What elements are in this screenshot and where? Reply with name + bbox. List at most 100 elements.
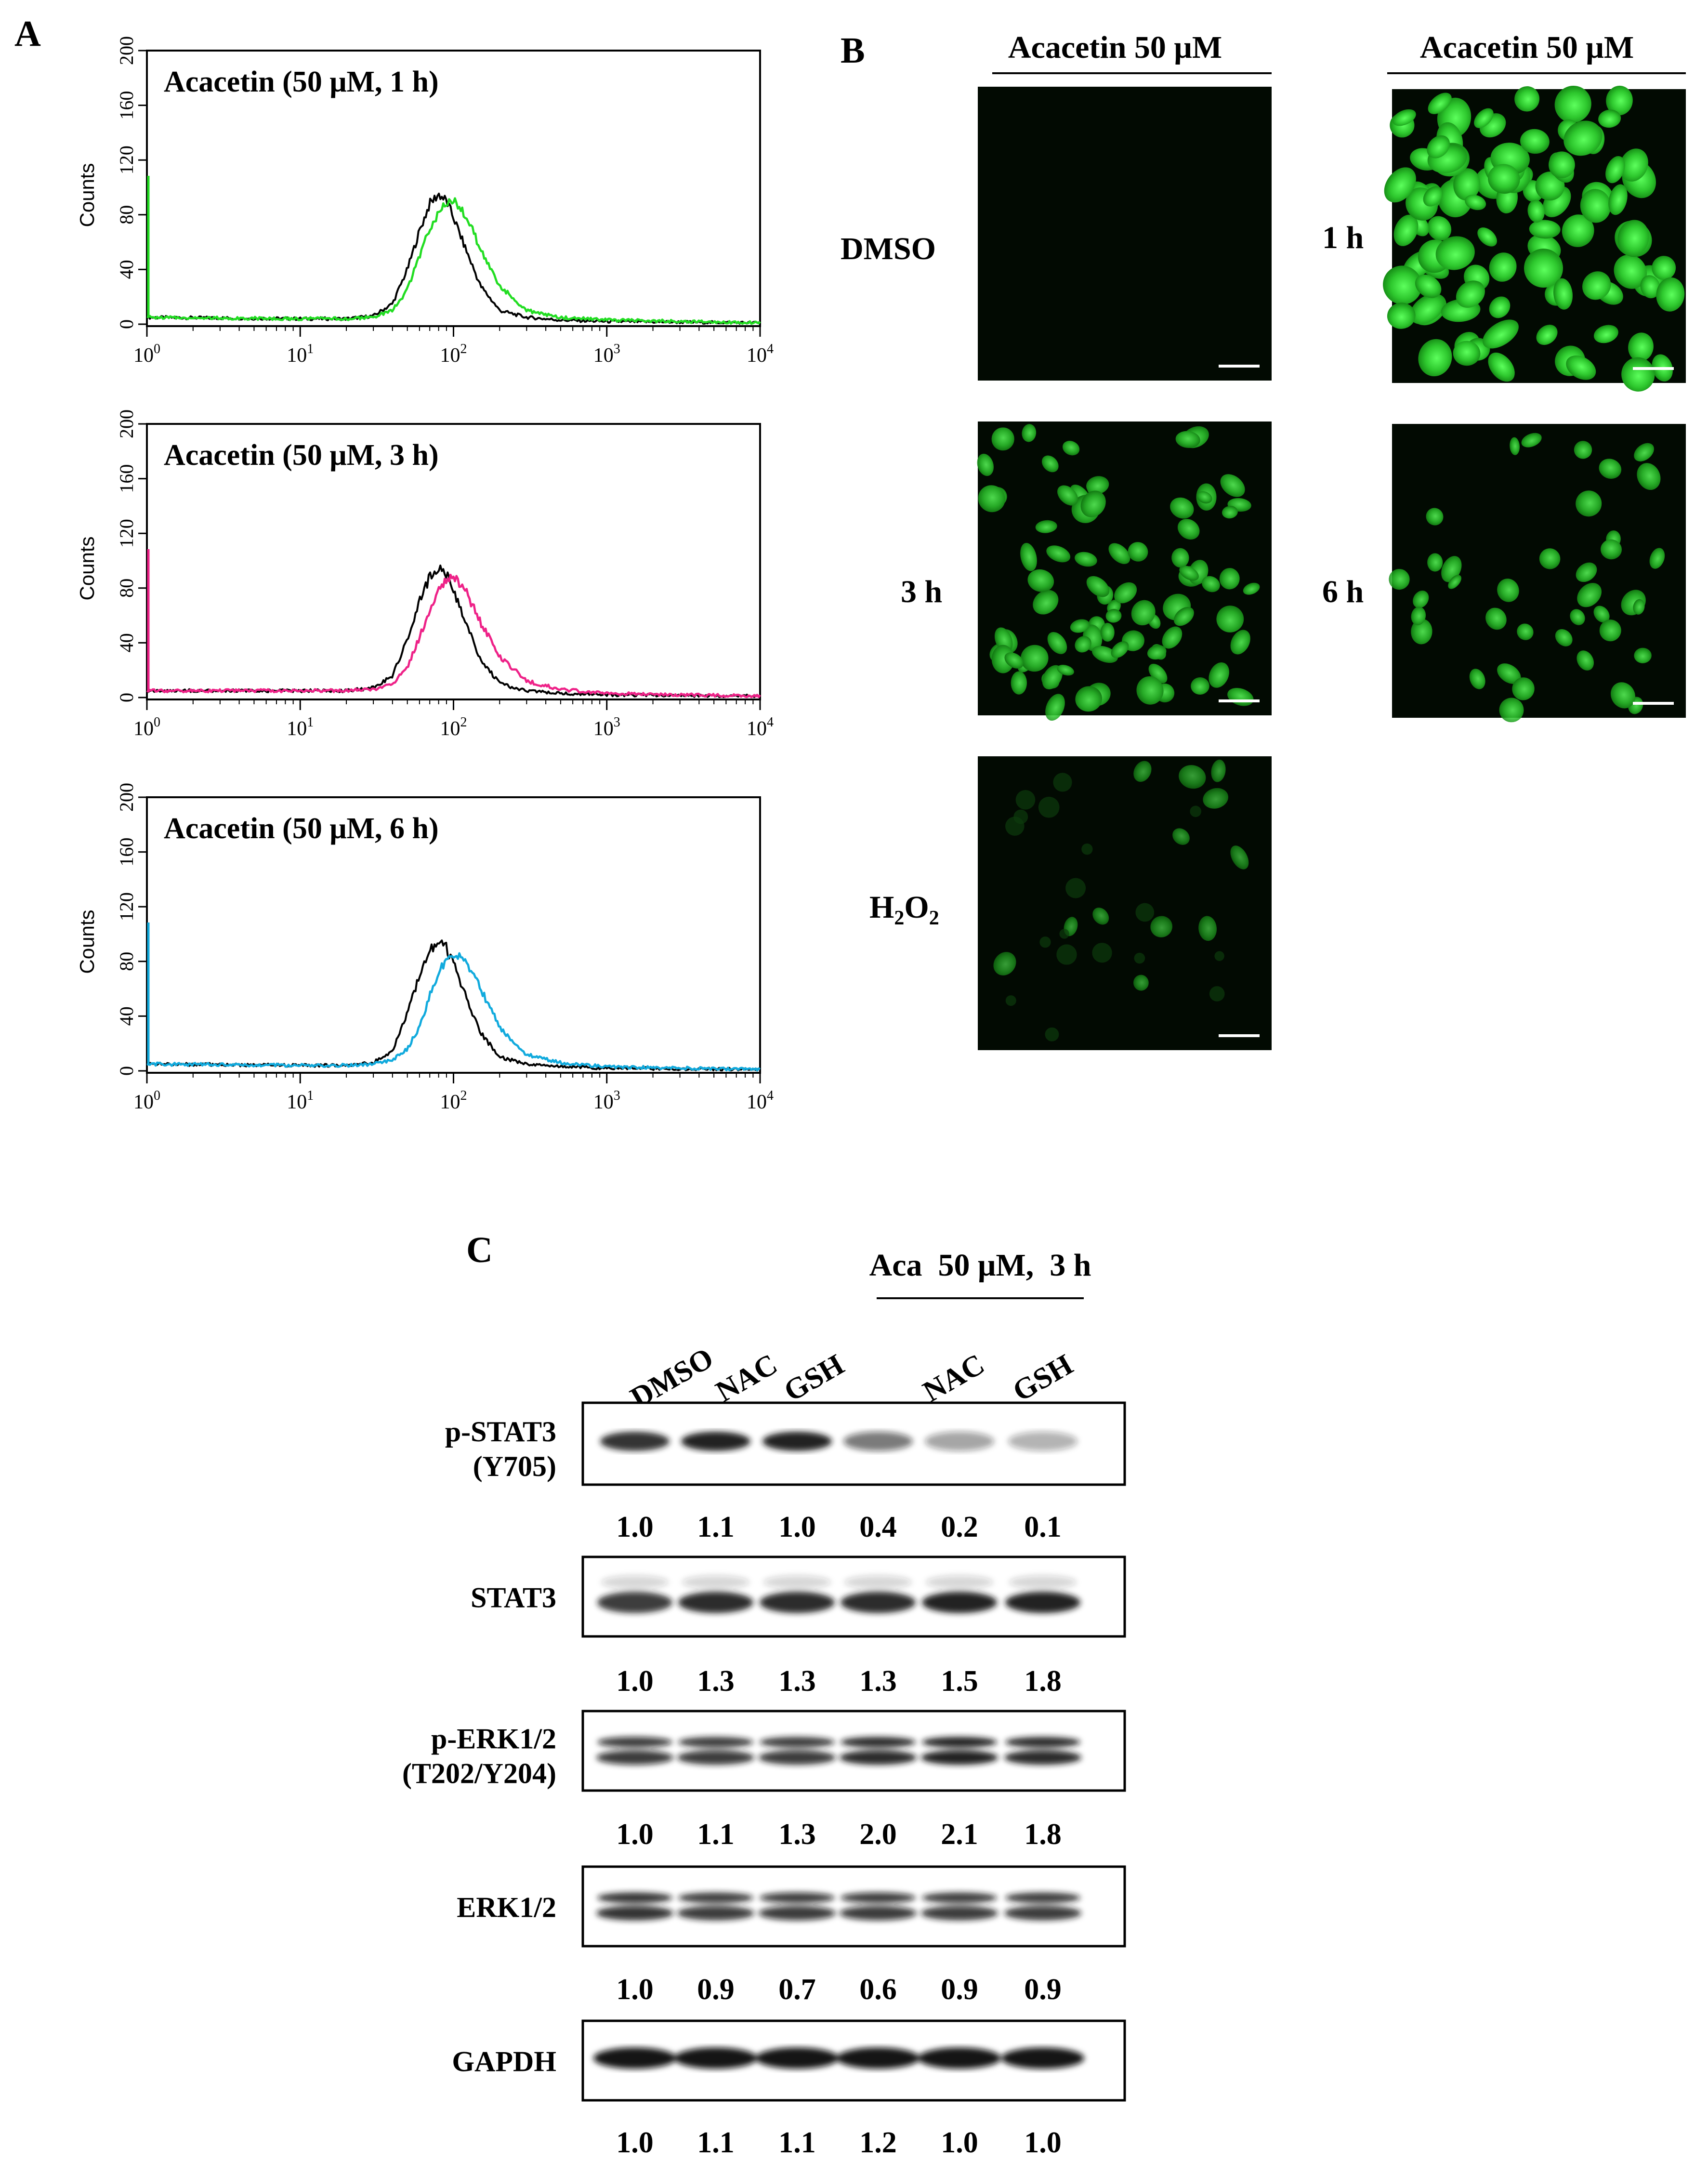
cell-nucleus <box>1222 506 1238 519</box>
cell-nucleus <box>1469 669 1485 689</box>
y-tick-label: 0 <box>116 693 137 702</box>
cell-nucleus <box>1521 433 1542 448</box>
y-axis-label: Counts <box>76 163 98 227</box>
cell-nucleus <box>1606 85 1633 116</box>
band-value: 0.6 <box>859 1973 897 2006</box>
cell-nucleus <box>1105 609 1122 623</box>
cell-nucleus <box>1485 607 1507 630</box>
histogram-3: 0 40 80 120 160 200 Counts 100 101 102 103 104 Acace… <box>76 783 774 1113</box>
series-treated-line <box>146 952 761 1072</box>
cell-nucleus <box>1517 623 1534 640</box>
header-left: Acacetin 50 μM <box>1008 30 1222 65</box>
band-value: 0.4 <box>859 1511 897 1543</box>
y-tick-label: 160 <box>116 91 137 120</box>
image-3h <box>977 422 1272 721</box>
histogram-2: 0 40 80 120 160 200 Counts 100 101 102 103 104 Acace… <box>76 409 774 740</box>
blot-rows: p-STAT3(Y705) 1.0 1.1 1.0 0.4 0.2 0.1 STAT3 1.0 1… <box>402 1401 1126 2159</box>
cell-nucleus <box>1191 677 1209 695</box>
cell-nucleus <box>1004 652 1024 669</box>
lane-label: NAC <box>710 1348 783 1409</box>
cell-nucleus <box>1033 590 1059 615</box>
cell-nucleus <box>1465 195 1486 211</box>
cell-nucleus <box>1487 164 1520 194</box>
cell-nucleus <box>1383 265 1422 304</box>
cell-nucleus <box>1046 545 1071 563</box>
x-tick-label: 103 <box>593 1088 620 1113</box>
band-value: 0.9 <box>697 1973 735 2006</box>
cell-nucleus <box>1621 357 1655 392</box>
cell-nucleus <box>1220 474 1245 497</box>
blot-name: p-ERK1/2 <box>431 1723 556 1755</box>
cell-nucleus <box>1057 485 1078 506</box>
cell-nucleus <box>1411 619 1432 645</box>
cell-nucleus <box>1656 277 1685 312</box>
cell-nucleus <box>1497 663 1521 684</box>
blot-row-1: p-STAT3(Y705) 1.0 1.1 1.0 0.4 0.2 0.1 <box>445 1401 1126 1543</box>
cell-nucleus <box>1634 647 1652 663</box>
cell-nucleus <box>1619 148 1648 182</box>
cell-nucleus <box>1111 641 1129 658</box>
blot-row-4: ERK1/2 1.0 0.9 0.7 0.6 0.9 0.9 <box>457 1865 1126 2006</box>
y-tick-label: 160 <box>116 464 137 493</box>
band-value: 1.0 <box>778 1511 816 1543</box>
cell-nucleus <box>1608 184 1628 215</box>
cell-nucleus <box>1427 135 1450 158</box>
band-value: 1.5 <box>941 1665 978 1698</box>
cell-nucleus <box>1477 227 1497 247</box>
band-value: 1.0 <box>616 1665 654 1698</box>
cell-nucleus <box>991 427 1014 451</box>
cell-nucleus <box>1203 788 1229 809</box>
band-value: 1.3 <box>778 1665 816 1698</box>
image-1h <box>1383 85 1686 392</box>
series-control-line <box>146 939 761 1072</box>
cell-nucleus <box>1570 609 1585 625</box>
x-tick-label: 103 <box>593 342 620 367</box>
band-value: 1.8 <box>1024 1818 1062 1851</box>
band-value: 2.1 <box>941 1818 978 1851</box>
y-tick-label: 80 <box>116 205 137 224</box>
y-tick-label: 40 <box>116 260 137 279</box>
blot-name: ERK1/2 <box>457 1892 556 1924</box>
label-1h: 1 h <box>1322 220 1364 255</box>
x-tick-label: 104 <box>747 715 774 740</box>
cell-nucleus <box>1384 167 1416 203</box>
x-tick-label: 100 <box>133 342 160 367</box>
image-6h <box>1389 424 1686 723</box>
cell-nucleus <box>1489 296 1511 318</box>
cell-nucleus <box>1527 199 1545 223</box>
cell-nucleus <box>1593 606 1610 623</box>
y-axis-label: Counts <box>76 536 98 600</box>
band-value: 1.0 <box>1024 2126 1062 2159</box>
cell-nucleus <box>1514 86 1540 112</box>
cell-nucleus <box>1057 665 1074 676</box>
cell-nucleus <box>1136 676 1164 705</box>
cell-nucleus <box>1075 552 1097 567</box>
label-3h: 3 h <box>901 574 942 609</box>
cell-nucleus <box>1100 623 1115 642</box>
cell-nucleus <box>1387 303 1416 329</box>
cell-nucleus <box>1133 975 1149 991</box>
cell-nucleus <box>1576 490 1602 517</box>
plot-title: Acacetin (50 μM, 1 h) <box>164 66 439 98</box>
cell-nucleus <box>1411 606 1426 625</box>
cell-nucleus <box>1201 576 1220 593</box>
cell-nucleus <box>1539 548 1561 569</box>
cell-nucleus <box>1179 566 1199 581</box>
label-6h: 6 h <box>1322 574 1364 609</box>
plot-title: Acacetin (50 μM, 6 h) <box>164 812 439 845</box>
cell-nucleus <box>1415 274 1442 298</box>
y-tick-label: 40 <box>116 633 137 652</box>
x-tick-label: 101 <box>287 715 314 740</box>
cell-nucleus <box>1170 497 1194 519</box>
y-tick-label: 200 <box>116 783 137 812</box>
x-tick-label: 102 <box>440 342 467 367</box>
band-value: 1.8 <box>1024 1665 1062 1698</box>
cell-nucleus <box>1047 632 1067 654</box>
cell-nucleus <box>1027 569 1054 592</box>
cell-nucleus <box>1133 761 1152 782</box>
plot-title: Acacetin (50 μM, 3 h) <box>164 439 439 472</box>
cell-nucleus <box>1634 443 1654 461</box>
header-right: Acacetin 50 μM <box>1420 30 1634 65</box>
cell-nucleus <box>1230 845 1249 870</box>
cell-nucleus <box>1553 278 1573 310</box>
